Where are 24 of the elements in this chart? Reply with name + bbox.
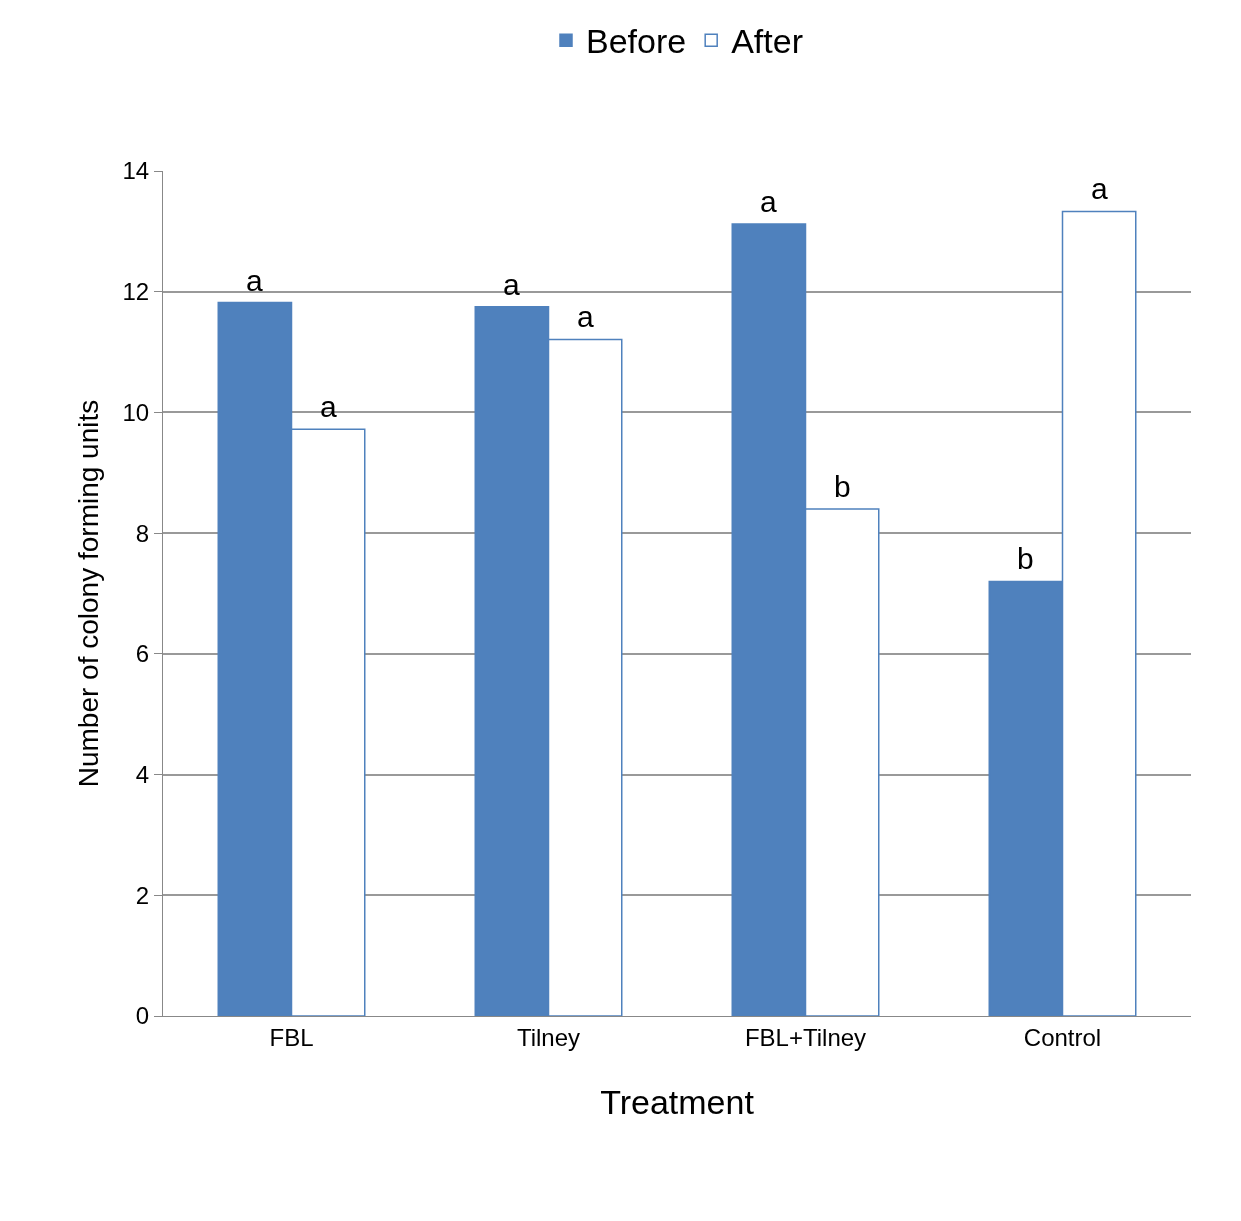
annotation: a	[1091, 172, 1108, 205]
annotation: b	[834, 470, 851, 503]
y-tick-label: 0	[135, 1002, 150, 1030]
y-axis-title: Number of colony forming units	[73, 399, 105, 788]
annotation: a	[760, 185, 777, 218]
y-tick-label: 2	[135, 881, 150, 909]
y-tick-label: 14	[122, 157, 150, 185]
annotation: a	[503, 268, 520, 301]
x-tick-label: Control	[1023, 1023, 1102, 1051]
annotation: a	[577, 300, 594, 333]
legend-label: After	[731, 22, 803, 61]
legend-label: Before	[586, 22, 687, 61]
y-tick-label: 4	[135, 760, 150, 788]
y-tick-label: 10	[122, 398, 150, 426]
y-tick-label: 12	[122, 278, 150, 306]
x-tick-label: FBL	[269, 1023, 314, 1051]
annotation: a	[246, 264, 263, 297]
y-tick-label: 6	[135, 640, 150, 668]
x-tick-label: FBL+Tilney	[744, 1023, 867, 1051]
x-axis-title: Treatment	[600, 1083, 755, 1122]
x-tick-label: Tilney	[516, 1023, 581, 1051]
y-tick-label: 8	[135, 519, 150, 547]
annotation: b	[1017, 542, 1034, 575]
annotation: a	[320, 390, 337, 423]
